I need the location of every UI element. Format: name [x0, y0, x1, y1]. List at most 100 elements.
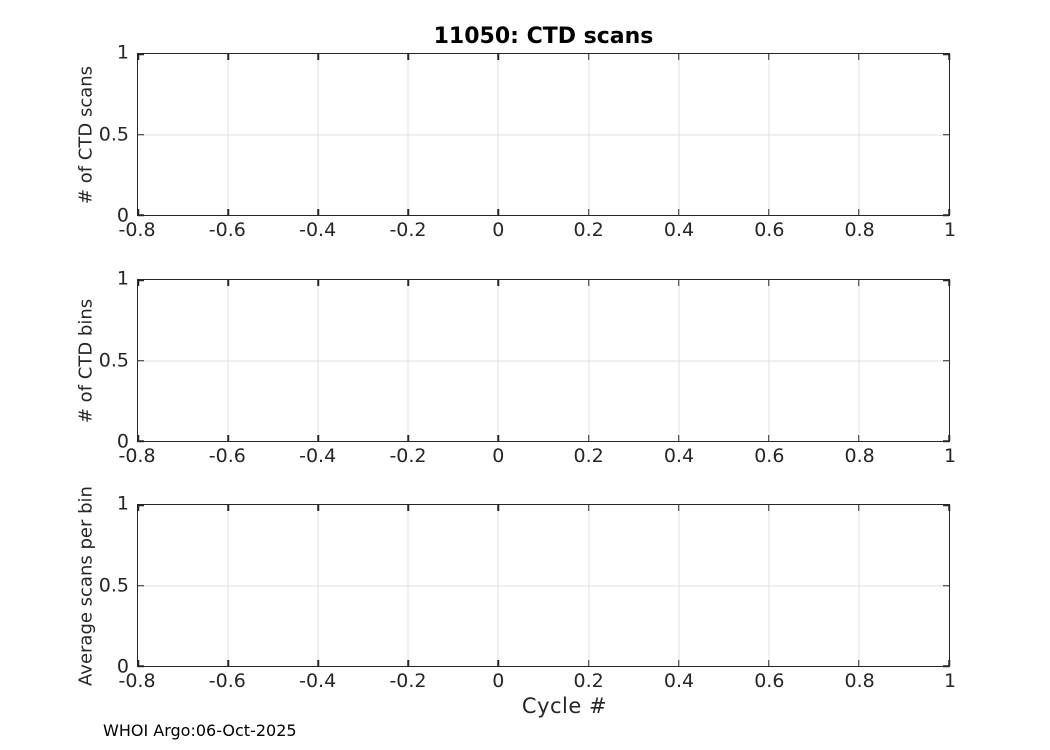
x-tick-mark — [137, 435, 139, 441]
x-tick-mark — [497, 435, 500, 441]
x-tick-mark — [137, 209, 139, 215]
x-tick-mark — [227, 209, 229, 215]
x-tick-mark — [858, 280, 860, 286]
x-tick-mark — [407, 54, 410, 60]
x-tick-label: 1 — [943, 670, 957, 692]
x-tick-label: 0.2 — [573, 445, 604, 467]
y-tick-mark — [943, 359, 949, 362]
x-tick-mark — [587, 505, 590, 511]
y-tick-mark — [138, 53, 144, 55]
x-tick-label: -0.8 — [118, 219, 156, 241]
x-tick-mark — [587, 54, 590, 60]
y-tick-mark — [138, 133, 144, 136]
x-tick-mark — [317, 280, 319, 286]
y-tick-label: 0.5 — [98, 574, 129, 596]
y-tick-label: 1 — [116, 492, 129, 515]
x-tick-label: 1 — [943, 445, 957, 467]
x-tick-mark — [137, 280, 139, 286]
y-tick-label: 1 — [116, 41, 129, 64]
x-tick-label: 0.8 — [844, 219, 875, 241]
x-tick-label: 0.6 — [754, 670, 785, 692]
y-tick-mark — [138, 665, 144, 667]
x-tick-mark — [227, 435, 229, 441]
x-tick-label: -0.4 — [299, 445, 337, 467]
x-tick-mark — [677, 209, 680, 215]
y-tick-mark — [138, 504, 144, 506]
x-tick-mark — [587, 435, 590, 441]
y-tick-mark — [138, 279, 144, 281]
x-tick-label: 0.6 — [754, 219, 785, 241]
x-tick-label: -0.4 — [299, 219, 337, 241]
y-tick-mark — [943, 133, 949, 136]
x-tick-mark — [497, 505, 500, 511]
x-tick-mark — [768, 54, 770, 60]
x-tick-mark — [948, 280, 950, 286]
x-tick-mark — [137, 660, 139, 666]
x-tick-mark — [768, 280, 770, 286]
x-tick-mark — [497, 280, 500, 286]
x-tick-mark — [768, 209, 770, 215]
x-tick-label: 0.2 — [573, 219, 604, 241]
x-tick-mark — [677, 54, 680, 60]
x-tick-mark — [677, 280, 680, 286]
x-axis-label: Cycle # — [521, 694, 608, 718]
x-tick-label: -0.8 — [118, 670, 156, 692]
y-gridline — [138, 360, 949, 361]
y-tick-label: 0.5 — [98, 349, 129, 371]
x-tick-label: -0.6 — [208, 219, 246, 241]
y-tick-mark — [138, 214, 144, 216]
x-tick-label: -0.2 — [389, 670, 427, 692]
y-tick-label: 0.5 — [98, 123, 129, 145]
y-tick-mark — [943, 279, 949, 281]
x-tick-label: 1 — [943, 219, 957, 241]
y-tick-label: 0 — [116, 655, 129, 678]
x-tick-label: -0.6 — [208, 445, 246, 467]
y-tick-label: 0 — [116, 430, 129, 453]
y-tick-mark — [138, 440, 144, 442]
x-tick-mark — [497, 660, 500, 666]
x-tick-mark — [317, 54, 319, 60]
x-tick-mark — [227, 505, 229, 511]
y-tick-mark — [943, 584, 949, 587]
x-tick-mark — [677, 505, 680, 511]
y-gridline — [138, 585, 949, 586]
x-tick-label: 0.4 — [663, 670, 695, 692]
x-tick-mark — [768, 435, 770, 441]
x-tick-mark — [768, 505, 770, 511]
x-tick-mark — [407, 435, 410, 441]
x-tick-label: 0.4 — [663, 445, 695, 467]
x-tick-mark — [858, 54, 860, 60]
x-tick-mark — [137, 54, 139, 60]
x-tick-mark — [948, 660, 950, 666]
x-tick-mark — [948, 505, 950, 511]
x-tick-mark — [858, 435, 860, 441]
x-tick-label: 0.2 — [573, 670, 604, 692]
x-tick-label: -0.6 — [208, 670, 246, 692]
x-tick-mark — [858, 209, 860, 215]
x-tick-label: 0 — [492, 670, 505, 692]
plot-area — [137, 279, 950, 442]
x-tick-label: 0 — [492, 219, 505, 241]
subplot-ctd-scans: # of CTD scans -0.8 -0.6 -0.4 -0.2 0 0.2 0.4 0.… — [76, 43, 957, 241]
plot-area — [137, 504, 950, 667]
x-tick-mark — [407, 209, 410, 215]
x-tick-mark — [858, 660, 860, 666]
x-tick-label: -0.2 — [389, 219, 427, 241]
x-tick-mark — [317, 435, 319, 441]
x-tick-mark — [317, 660, 319, 666]
x-tick-mark — [587, 660, 590, 666]
x-tick-label: 0.8 — [844, 445, 875, 467]
x-tick-mark — [407, 660, 410, 666]
y-tick-label: 1 — [116, 267, 129, 290]
x-tick-mark — [677, 660, 680, 666]
y-tick-mark — [943, 504, 949, 506]
y-tick-mark — [943, 53, 949, 55]
y-tick-mark — [943, 440, 949, 442]
x-tick-mark — [227, 280, 229, 286]
y-tick-mark — [943, 214, 949, 216]
x-tick-mark — [948, 435, 950, 441]
x-tick-label: 0.4 — [663, 219, 695, 241]
x-tick-label: 0 — [492, 445, 505, 467]
x-tick-mark — [407, 280, 410, 286]
